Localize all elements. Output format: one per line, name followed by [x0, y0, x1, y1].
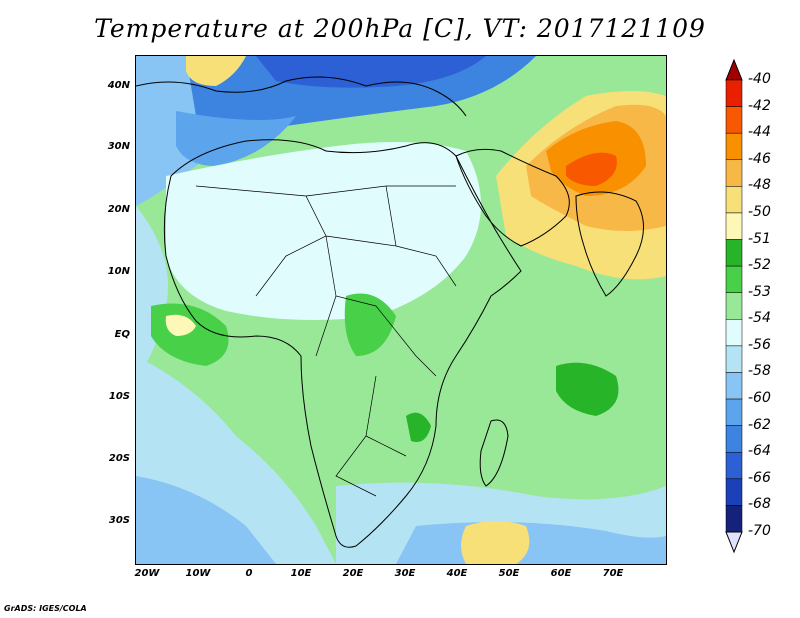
- colorbar-label: -66: [748, 469, 771, 486]
- lon-label-20e: 20E: [342, 568, 364, 579]
- country-borders: [195, 185, 457, 497]
- colorbar-swatch: [725, 265, 743, 293]
- colorbar-swatch: [725, 319, 743, 347]
- colorbar-label: -50: [748, 203, 771, 220]
- colorbar-label: -51: [748, 230, 771, 247]
- lon-label-70e: 70E: [602, 568, 624, 579]
- colorbar-swatch: [725, 451, 743, 480]
- colorbar-swatch: [725, 425, 743, 453]
- colorbar-swatch: [725, 159, 743, 187]
- lat-label-30n: 30N: [107, 141, 130, 152]
- lon-label-0: 0: [245, 568, 253, 579]
- colorbar-swatch: [725, 79, 743, 107]
- footer-credit: GrADS: IGES/COLA: [4, 604, 87, 613]
- colorbar-swatch: [725, 186, 743, 214]
- lat-label-40n: 40N: [107, 80, 130, 91]
- lon-label-10e: 10E: [290, 568, 312, 579]
- field-sc-green: [406, 412, 431, 442]
- colorbar-label: -44: [748, 124, 771, 141]
- chart-title: Temperature at 200hPa [C], VT: 201712110…: [94, 14, 706, 43]
- colorbar-label: -48: [748, 177, 771, 194]
- field-east-hottest: [566, 152, 617, 186]
- colorbar-bottom-arrow: [725, 531, 743, 554]
- africa-coastline: [163, 139, 522, 548]
- temperature-map: [135, 55, 667, 565]
- colorbar-label: -46: [748, 150, 771, 167]
- field-n-coldest: [256, 56, 486, 88]
- lat-label-20s: 20S: [108, 453, 130, 464]
- colorbar-swatch: [725, 345, 743, 373]
- field-sw-cold: [136, 476, 276, 564]
- colorbar-label: -52: [748, 257, 771, 274]
- lon-label-30e: 30E: [394, 568, 416, 579]
- map-canvas: [136, 56, 666, 564]
- india-coastline: [575, 191, 644, 297]
- colorbar-label: -70: [748, 523, 771, 539]
- field-w-yellow: [165, 314, 196, 336]
- colorbar-label: -56: [748, 336, 771, 353]
- colorbar-swatch: [725, 372, 743, 400]
- colorbar-swatch: [725, 292, 743, 320]
- europe-coastline: [136, 76, 467, 117]
- arabia-coastline: [455, 148, 570, 247]
- colorbar-top-arrow: [725, 58, 743, 81]
- colorbar-swatch: [725, 132, 743, 161]
- lat-label-20n: 20N: [107, 204, 130, 215]
- lat-label-10n: 10N: [107, 266, 130, 277]
- colorbar-swatch: [725, 239, 743, 267]
- colorbar-swatch: [725, 212, 743, 240]
- lon-label-40e: 40E: [446, 568, 468, 579]
- lon-label-10w: 10W: [185, 568, 211, 579]
- colorbar-label: -53: [748, 283, 771, 300]
- colorbar-label: -68: [748, 496, 771, 513]
- lat-label-30s: 30S: [108, 515, 130, 526]
- field-nw-warm: [186, 56, 246, 86]
- lon-label-20w: 20W: [134, 568, 160, 579]
- colorbar-swatch: [725, 398, 743, 426]
- lon-label-60e: 60E: [550, 568, 572, 579]
- colorbar-label: -54: [748, 310, 771, 327]
- colorbar-label: -42: [748, 97, 771, 114]
- colorbar-swatch: [725, 478, 743, 506]
- colorbar-label: -64: [748, 443, 771, 460]
- colorbar-label: -40: [748, 71, 771, 87]
- colorbar: [725, 58, 743, 554]
- colorbar-label: -60: [748, 390, 771, 407]
- lat-label-10s: 10S: [108, 391, 130, 402]
- lat-label-eq: EQ: [114, 329, 130, 340]
- madagascar-coastline: [479, 419, 509, 487]
- lon-label-50e: 50E: [498, 568, 520, 579]
- colorbar-swatch: [725, 505, 743, 533]
- field-s-warm: [461, 521, 530, 564]
- field-nw-blue: [176, 111, 296, 166]
- field-w-cool: [136, 206, 168, 376]
- field-e-green: [556, 362, 619, 416]
- colorbar-label: -58: [748, 363, 771, 380]
- colorbar-label: -62: [748, 416, 771, 433]
- colorbar-swatch: [725, 106, 743, 134]
- field-central-green: [344, 293, 396, 356]
